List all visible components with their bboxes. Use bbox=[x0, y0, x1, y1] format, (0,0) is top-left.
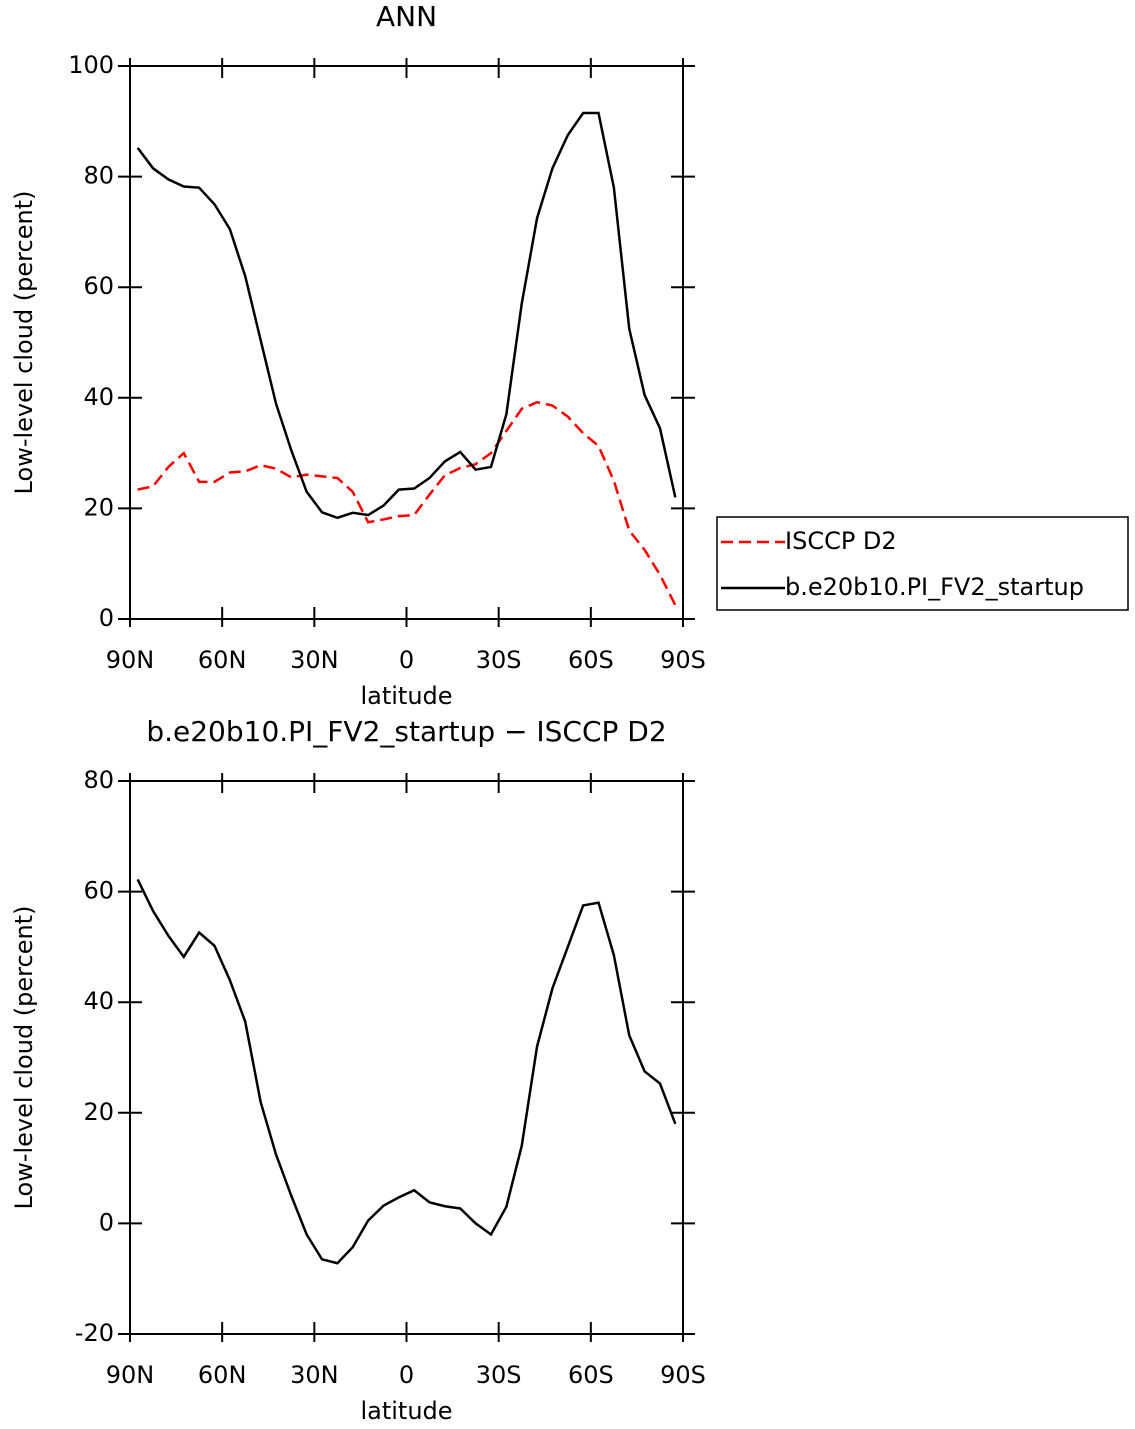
x-axis-label: latitude bbox=[360, 682, 452, 710]
x-tick-label: 90S bbox=[660, 646, 706, 674]
y-axis-label: Low-level cloud (percent) bbox=[10, 906, 38, 1210]
y-tick-label: 100 bbox=[68, 51, 114, 79]
data-line bbox=[136, 111, 677, 520]
x-axis-label: latitude bbox=[360, 1397, 452, 1425]
chart-title: b.e20b10.PI_FV2_startup − ISCCP D2 bbox=[146, 715, 666, 748]
data-line bbox=[136, 878, 677, 1265]
y-tick-label: 20 bbox=[83, 493, 114, 521]
plot-frame bbox=[129, 65, 684, 620]
x-tick-label: 0 bbox=[399, 646, 414, 674]
x-tick-label: 30N bbox=[290, 646, 339, 674]
x-tick-label: 60S bbox=[568, 1361, 614, 1389]
x-tick-label: 60N bbox=[198, 1361, 247, 1389]
y-tick-label: 80 bbox=[83, 766, 114, 794]
plot-frame bbox=[129, 780, 684, 1335]
y-tick-label: 0 bbox=[99, 1208, 114, 1236]
data-line bbox=[137, 400, 677, 606]
y-tick-label: 60 bbox=[83, 877, 114, 905]
x-tick-label: 0 bbox=[399, 1361, 414, 1389]
chart-title: ANN bbox=[376, 0, 437, 33]
legend-box bbox=[716, 516, 1129, 611]
x-tick-label: 30N bbox=[290, 1361, 339, 1389]
y-tick-label: 0 bbox=[99, 604, 114, 632]
y-tick-label: 20 bbox=[83, 1098, 114, 1126]
x-tick-label: 90S bbox=[660, 1361, 706, 1389]
y-tick-label: 40 bbox=[83, 987, 114, 1015]
y-tick-label: 40 bbox=[83, 383, 114, 411]
x-tick-label: 60S bbox=[568, 646, 614, 674]
legend-label: ISCCP D2 bbox=[785, 527, 897, 555]
x-tick-label: 60N bbox=[198, 646, 247, 674]
legend-label: b.e20b10.PI_FV2_startup bbox=[785, 573, 1084, 601]
y-tick-label: 80 bbox=[83, 162, 114, 190]
x-tick-label: 30S bbox=[476, 646, 522, 674]
x-tick-label: 90N bbox=[106, 1361, 155, 1389]
y-tick-label: 60 bbox=[83, 272, 114, 300]
x-tick-label: 30S bbox=[476, 1361, 522, 1389]
y-tick-label: -20 bbox=[75, 1319, 114, 1347]
x-tick-label: 90N bbox=[106, 646, 155, 674]
y-axis-label: Low-level cloud (percent) bbox=[10, 191, 38, 495]
